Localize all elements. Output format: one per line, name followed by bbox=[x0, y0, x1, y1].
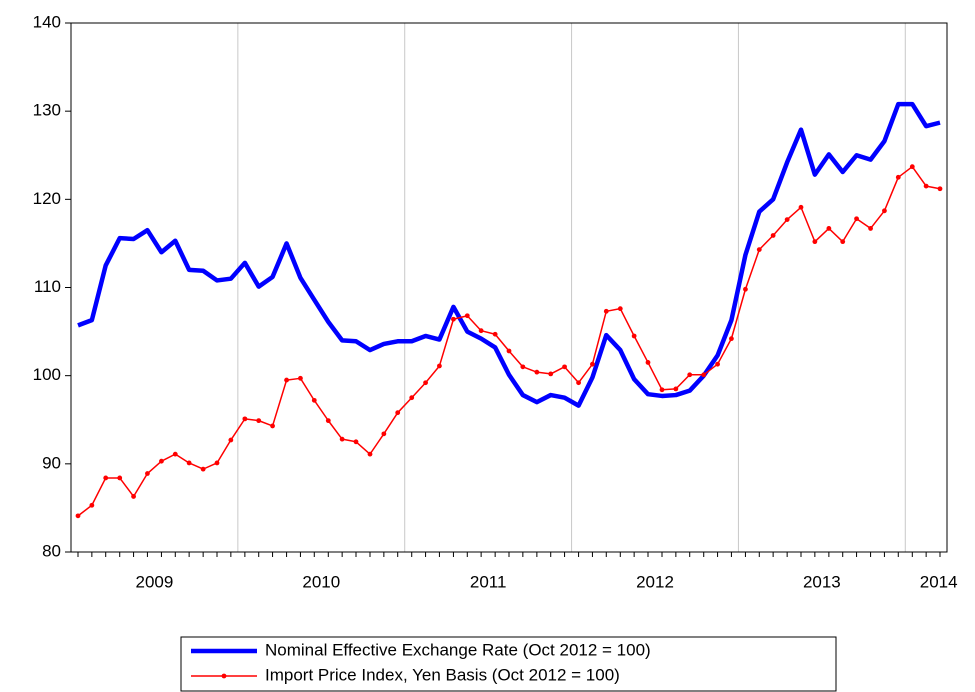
data-point bbox=[437, 363, 442, 369]
y-tick-label: 120 bbox=[33, 189, 61, 208]
x-tick-label: 2011 bbox=[470, 572, 507, 591]
data-point bbox=[506, 348, 512, 354]
data-point bbox=[826, 226, 832, 231]
data-point bbox=[381, 431, 387, 437]
legend-label: Import Price Index, Yen Basis (Oct 2012 … bbox=[265, 665, 620, 684]
data-point bbox=[603, 308, 609, 314]
data-point bbox=[562, 364, 567, 370]
data-point bbox=[590, 361, 595, 367]
x-tick-label: 2012 bbox=[636, 572, 674, 591]
data-point bbox=[423, 380, 428, 386]
data-point bbox=[311, 397, 317, 403]
data-point bbox=[353, 439, 359, 445]
data-point bbox=[895, 174, 901, 180]
data-point bbox=[756, 247, 762, 252]
legend-box bbox=[180, 636, 837, 692]
y-tick-label: 90 bbox=[42, 453, 61, 472]
data-point bbox=[548, 371, 554, 377]
data-point bbox=[159, 458, 164, 464]
data-point bbox=[89, 502, 95, 508]
data-point bbox=[339, 436, 345, 442]
data-point bbox=[617, 306, 623, 312]
data-point bbox=[228, 437, 234, 443]
y-tick-label: 80 bbox=[42, 541, 61, 560]
data-point bbox=[909, 164, 915, 170]
legend: Nominal Effective Exchange Rate (Oct 201… bbox=[180, 636, 837, 692]
data-point bbox=[200, 466, 206, 472]
data-point bbox=[172, 451, 178, 457]
data-point bbox=[367, 451, 373, 457]
data-point bbox=[117, 475, 123, 481]
data-point bbox=[715, 361, 720, 367]
y-tick-label: 140 bbox=[33, 12, 61, 31]
data-point bbox=[784, 217, 790, 223]
x-tick-label: 2013 bbox=[803, 572, 841, 591]
series-line bbox=[77, 165, 941, 517]
data-point bbox=[868, 226, 873, 231]
x-tick-label: 2010 bbox=[302, 572, 340, 591]
legend-marker bbox=[221, 673, 227, 679]
data-point bbox=[673, 386, 679, 392]
data-point bbox=[478, 328, 484, 334]
data-point bbox=[214, 460, 220, 466]
data-point bbox=[534, 369, 540, 375]
data-point bbox=[882, 208, 887, 214]
data-point bbox=[242, 416, 248, 422]
data-point bbox=[659, 387, 665, 393]
data-point bbox=[701, 372, 707, 378]
data-point bbox=[798, 204, 804, 210]
data-point bbox=[186, 460, 192, 466]
data-point bbox=[687, 372, 693, 378]
data-point bbox=[451, 316, 456, 322]
data-point bbox=[256, 418, 262, 424]
data-point bbox=[645, 360, 651, 365]
data-point bbox=[520, 364, 526, 370]
data-point bbox=[840, 239, 846, 245]
data-point bbox=[131, 494, 136, 499]
data-point bbox=[298, 375, 303, 381]
data-point bbox=[743, 286, 748, 292]
data-point bbox=[409, 395, 415, 401]
data-point bbox=[770, 233, 776, 238]
y-tick-label: 100 bbox=[33, 365, 61, 384]
data-point bbox=[729, 336, 734, 342]
data-point bbox=[270, 423, 275, 429]
data-point bbox=[145, 471, 150, 476]
x-tick-label: 2014 bbox=[920, 572, 958, 591]
data-point bbox=[576, 380, 581, 386]
data-point bbox=[631, 333, 637, 339]
data-point bbox=[854, 216, 859, 222]
y-tick-label: 130 bbox=[33, 101, 61, 120]
data-point bbox=[923, 183, 929, 189]
y-tick-label: 110 bbox=[34, 277, 61, 296]
data-point bbox=[937, 186, 943, 192]
data-point bbox=[464, 313, 470, 319]
data-point bbox=[395, 410, 401, 416]
data-point bbox=[812, 239, 818, 245]
data-point bbox=[492, 331, 498, 337]
data-point bbox=[103, 475, 109, 481]
data-point bbox=[325, 418, 331, 424]
series-line bbox=[77, 101, 941, 408]
x-tick-label: 2009 bbox=[136, 572, 174, 591]
data-point bbox=[284, 377, 289, 383]
legend-label: Nominal Effective Exchange Rate (Oct 201… bbox=[265, 640, 651, 659]
data-point bbox=[75, 513, 81, 519]
plot-frame bbox=[70, 22, 948, 553]
